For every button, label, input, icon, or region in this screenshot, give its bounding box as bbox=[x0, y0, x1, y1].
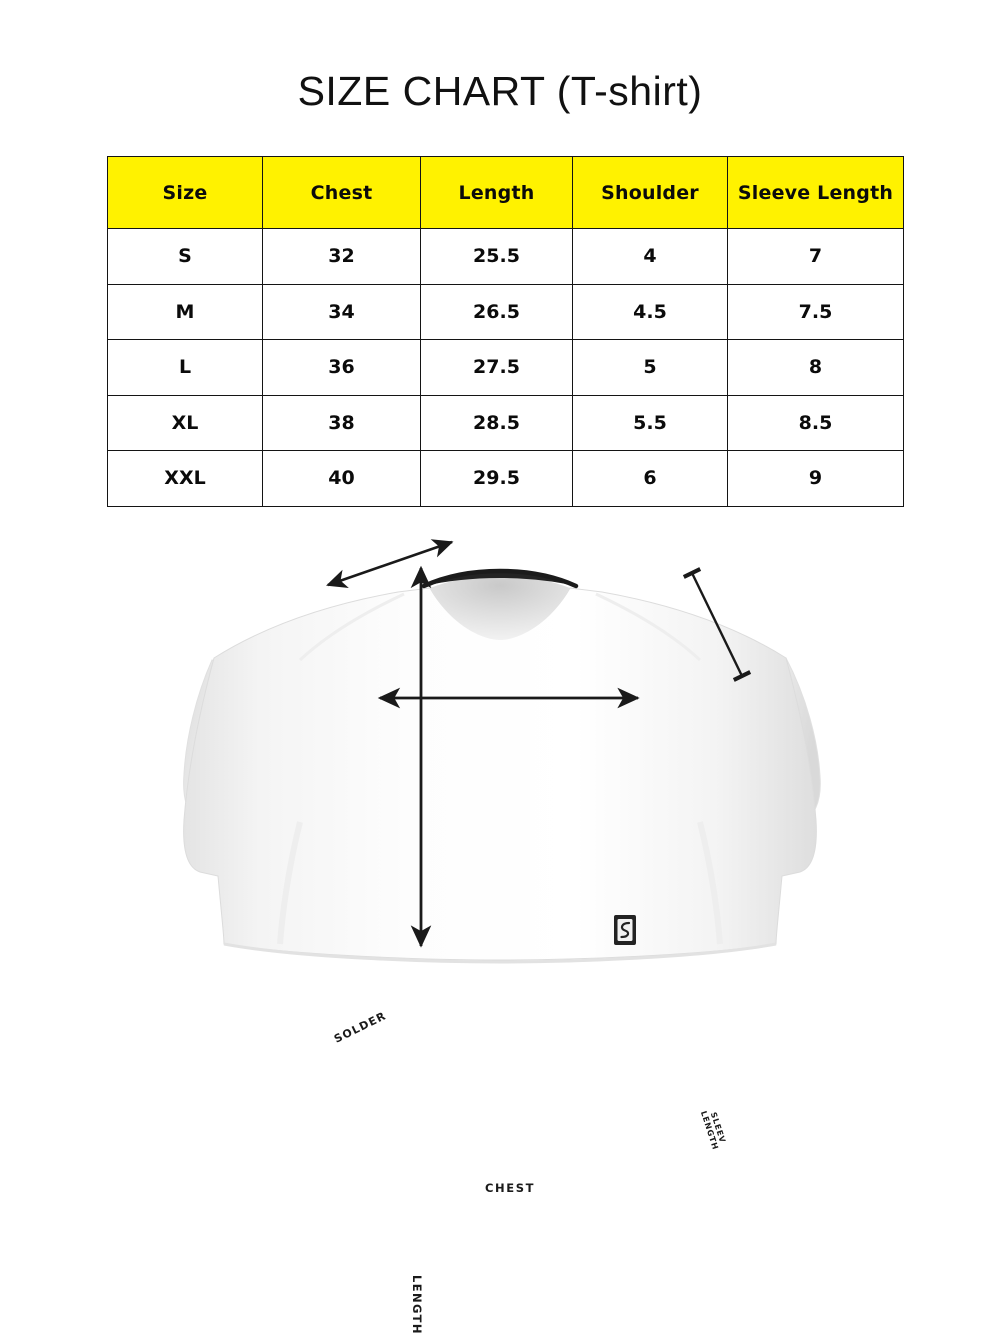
cell-chest: 32 bbox=[262, 228, 421, 285]
column-header-length: Length bbox=[420, 156, 573, 229]
length-measure-label: LENGTH bbox=[410, 1275, 424, 1335]
sleeve-length-measure-label: SLEEV LENGTH bbox=[699, 1107, 729, 1151]
brand-tag-icon bbox=[614, 915, 636, 945]
bottom-hem bbox=[223, 942, 777, 964]
t-shirt-illustration bbox=[183, 539, 821, 964]
left-side-seam bbox=[277, 821, 303, 945]
cell-sleeve-length: 9 bbox=[727, 450, 904, 507]
cell-shoulder: 4 bbox=[572, 228, 728, 285]
cell-size: L bbox=[107, 339, 263, 396]
column-header-sleeve-length: Sleeve Length bbox=[727, 156, 904, 229]
cell-sleeve-length: 8 bbox=[727, 339, 904, 396]
table-row: M 34 26.5 4.5 7.5 bbox=[107, 283, 904, 340]
cell-length: 26.5 bbox=[420, 283, 573, 340]
cell-length: 25.5 bbox=[420, 228, 573, 285]
cell-length: 27.5 bbox=[420, 339, 573, 396]
shoulder-measure-label: SOLDER bbox=[332, 1009, 389, 1046]
cell-size: XXL bbox=[107, 450, 263, 507]
cell-sleeve-length: 8.5 bbox=[727, 394, 904, 451]
cell-shoulder: 5.5 bbox=[572, 394, 728, 451]
cell-chest: 40 bbox=[262, 450, 421, 507]
table-row: XXL 40 29.5 6 9 bbox=[107, 450, 904, 507]
table-row: XL 38 28.5 5.5 8.5 bbox=[107, 394, 904, 451]
cell-shoulder: 5 bbox=[572, 339, 728, 396]
size-chart-table-container: Size Chest Length Shoulder Sleeve Length… bbox=[107, 156, 904, 507]
column-header-size: Size bbox=[107, 156, 263, 229]
t-shirt-measurement-diagram: SOLDER CHEST LENGTH SLEEV LENGTH bbox=[0, 500, 1000, 1335]
column-header-chest: Chest bbox=[262, 156, 421, 229]
cell-size: S bbox=[107, 228, 263, 285]
cell-sleeve-length: 7 bbox=[727, 228, 904, 285]
cell-chest: 38 bbox=[262, 394, 421, 451]
shirt-body bbox=[183, 587, 817, 961]
table-header-row: Size Chest Length Shoulder Sleeve Length bbox=[107, 156, 904, 229]
cell-chest: 34 bbox=[262, 283, 421, 340]
cell-sleeve-length: 7.5 bbox=[727, 283, 904, 340]
right-side-seam bbox=[697, 821, 723, 945]
size-chart-table: Size Chest Length Shoulder Sleeve Length… bbox=[107, 156, 904, 507]
cell-size: M bbox=[107, 283, 263, 340]
cell-shoulder: 6 bbox=[572, 450, 728, 507]
cell-chest: 36 bbox=[262, 339, 421, 396]
cell-size: XL bbox=[107, 394, 263, 451]
left-shoulder-seam bbox=[298, 592, 405, 662]
table-row: S 32 25.5 4 7 bbox=[107, 228, 904, 285]
sleeve-length-measure-arrow bbox=[682, 567, 752, 682]
shoulder-measure-arrow bbox=[326, 539, 454, 588]
cell-length: 28.5 bbox=[420, 394, 573, 451]
page-title: SIZE CHART (T-shirt) bbox=[297, 68, 703, 114]
cell-length: 29.5 bbox=[420, 450, 573, 507]
neck-opening bbox=[430, 576, 570, 640]
column-header-shoulder: Shoulder bbox=[572, 156, 728, 229]
cell-shoulder: 4.5 bbox=[572, 283, 728, 340]
table-row: L 36 27.5 5 8 bbox=[107, 339, 904, 396]
chest-measure-label: CHEST bbox=[485, 1181, 536, 1195]
